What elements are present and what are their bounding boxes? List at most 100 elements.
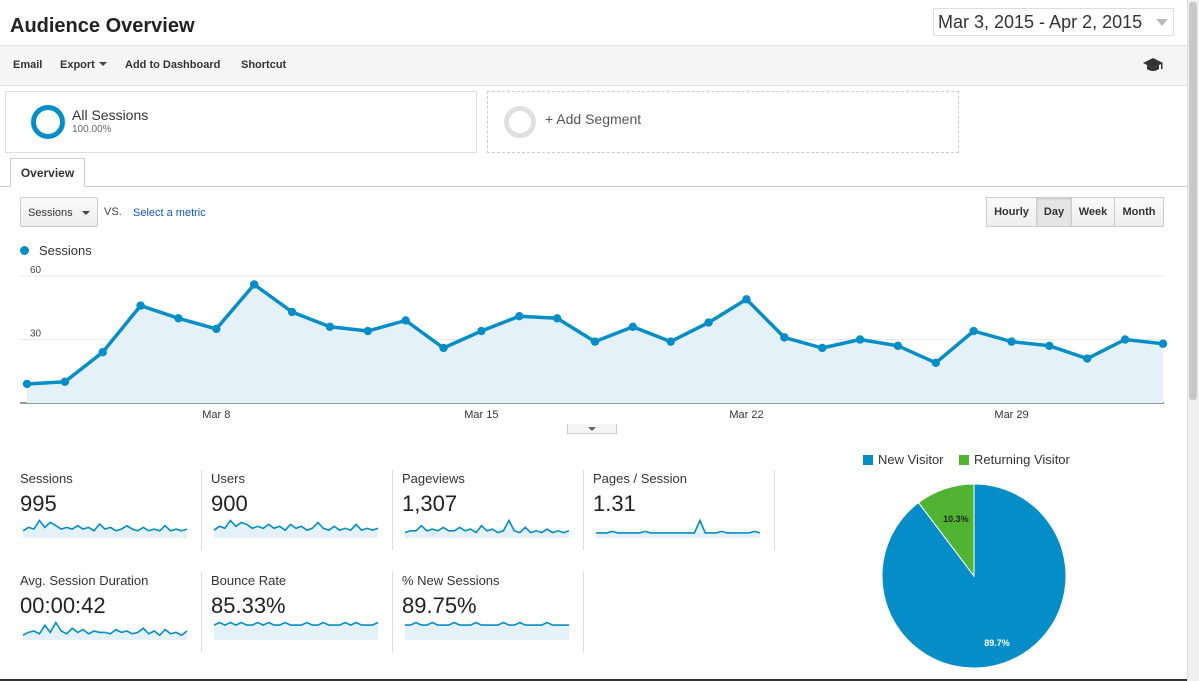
export-label: Export <box>60 59 95 71</box>
y-tick-label: 60 <box>30 265 42 276</box>
metric-pages-per-session: Pages / Session 1.31 <box>593 470 775 550</box>
sparkline-area <box>214 520 378 538</box>
metric-value: 89.75% <box>402 593 477 618</box>
metric-label: Bounce Rate <box>211 573 287 588</box>
sparkline <box>405 621 569 640</box>
x-tick-label: Mar 29 <box>994 409 1028 421</box>
sparkline <box>22 620 188 640</box>
bottom-border <box>0 679 1187 681</box>
metric-users: Users 900 <box>211 470 393 550</box>
pie-legend-new-visitor[interactable]: New Visitor <box>863 452 944 467</box>
metric-select[interactable]: Sessions <box>20 197 98 227</box>
data-point <box>780 333 789 342</box>
sparkline <box>213 621 379 640</box>
metric-label: Users <box>211 471 245 486</box>
y-tick-label: 30 <box>30 329 42 340</box>
chevron-down-icon <box>588 426 596 431</box>
data-point <box>250 280 259 289</box>
metric-select-value: Sessions <box>28 207 73 219</box>
data-point <box>704 318 713 327</box>
data-point <box>22 379 32 389</box>
segment-empty-ring-icon <box>504 106 536 138</box>
segment-all-sessions[interactable]: All Sessions 100.00% <box>5 91 477 153</box>
date-range-text: Mar 3, 2015 - Apr 2, 2015 <box>938 11 1143 32</box>
data-point <box>515 312 524 321</box>
sparkline-area <box>214 622 378 640</box>
export-button[interactable]: Export <box>60 59 107 71</box>
add-segment-button[interactable]: + Add Segment <box>487 91 959 153</box>
data-point <box>1158 339 1168 348</box>
scrollbar-thumb[interactable] <box>1189 2 1197 400</box>
sessions-line-chart: 30 60 Mar 8 Mar 15 Mar 22 Mar 29 <box>20 265 1168 421</box>
sparkline-line <box>596 518 761 534</box>
data-point <box>1045 341 1054 351</box>
report-toolbar <box>0 45 1187 86</box>
sparkline-area <box>405 622 569 640</box>
x-tick-label: Mar 22 <box>729 409 763 421</box>
granularity-month-button[interactable]: Month <box>1114 197 1164 227</box>
date-range-picker[interactable]: Mar 3, 2015 - Apr 2, 2015 <box>933 8 1174 36</box>
collapse-chart-toggle[interactable] <box>567 424 617 434</box>
metric-value: 1,307 <box>402 491 458 516</box>
metric-value: 900 <box>211 491 248 516</box>
tab-overview[interactable]: Overview <box>10 158 85 187</box>
add-segment-label: + Add Segment <box>545 111 642 127</box>
sparkline <box>213 519 379 538</box>
data-point <box>742 295 751 304</box>
graduation-cap-icon[interactable] <box>1142 57 1164 73</box>
shortcut-button[interactable]: Shortcut <box>241 59 287 71</box>
x-tick-label: Mar 8 <box>202 409 230 421</box>
metric-value: 1.31 <box>593 491 636 516</box>
sparkline-line <box>213 621 379 626</box>
data-point <box>174 314 183 323</box>
date-range-dropdown-icon[interactable] <box>1151 9 1173 35</box>
legend-swatch <box>863 454 873 465</box>
metric-value: 00:00:42 <box>20 593 106 618</box>
granularity-day-button[interactable]: Day <box>1036 197 1072 227</box>
email-button[interactable]: Email <box>13 59 43 71</box>
select-metric-link[interactable]: Select a metric <box>133 207 206 219</box>
sparkline-area <box>405 520 569 538</box>
metric-bounce-rate: Bounce Rate 85.33% <box>211 572 393 652</box>
sparkline-line <box>22 620 188 637</box>
metric-pageviews: Pageviews 1,307 <box>402 470 584 550</box>
pie-legend-returning-visitor[interactable]: Returning Visitor <box>959 452 1070 467</box>
data-point <box>401 316 410 325</box>
legend-label: New Visitor <box>878 452 944 467</box>
metric-label: % New Sessions <box>402 573 500 588</box>
data-point <box>818 343 827 353</box>
sparkline <box>404 518 570 538</box>
data-point <box>287 307 297 317</box>
sessions-legend-dot <box>20 246 29 255</box>
data-point <box>1007 337 1016 346</box>
add-to-dashboard-button[interactable]: Add to Dashboard <box>125 59 221 71</box>
metric-new-sessions: % New Sessions 89.75% <box>402 572 584 652</box>
x-tick-label: Mar 15 <box>464 409 498 421</box>
data-point <box>98 348 107 357</box>
sparkline-area <box>596 520 760 538</box>
visitor-type-pie-chart: 89.7% 10.3% <box>881 483 1067 669</box>
legend-label: Returning Visitor <box>974 452 1070 467</box>
data-point <box>477 326 486 336</box>
sparkline-line <box>22 519 188 532</box>
tab-divider <box>0 186 1187 187</box>
data-point <box>136 301 145 310</box>
data-point <box>552 314 562 323</box>
data-point <box>893 341 903 351</box>
data-point <box>363 326 372 336</box>
data-point <box>628 322 638 331</box>
segment-percent: 100.00% <box>72 124 112 135</box>
sessions-legend-label: Sessions <box>39 243 92 258</box>
granularity-week-button[interactable]: Week <box>1071 197 1115 227</box>
data-point <box>969 326 978 336</box>
granularity-hourly-button[interactable]: Hourly <box>986 197 1037 227</box>
pie-slice-label: 89.7% <box>984 638 1010 648</box>
data-point <box>325 322 335 331</box>
metric-label: Pages / Session <box>593 471 687 486</box>
data-point <box>1120 335 1130 344</box>
data-point <box>439 343 448 353</box>
page-title: Audience Overview <box>10 15 195 37</box>
chevron-down-icon <box>98 62 107 67</box>
pie-slice <box>917 483 975 578</box>
segment-ring-icon <box>31 105 65 139</box>
